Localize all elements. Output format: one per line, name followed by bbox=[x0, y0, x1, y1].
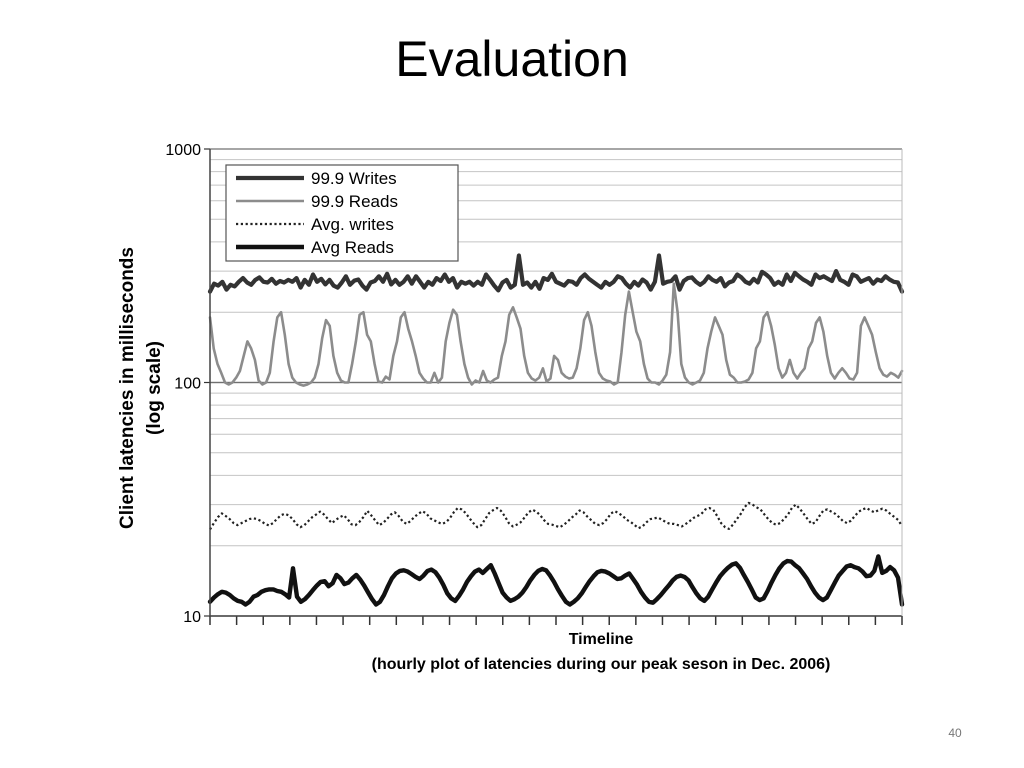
slide-title: Evaluation bbox=[395, 31, 629, 87]
legend-label: 99.9 Writes bbox=[311, 169, 397, 188]
series-line-3 bbox=[207, 554, 905, 607]
y-tick-labels: 10 100 1000 bbox=[165, 142, 210, 626]
y-tick-label: 10 bbox=[183, 609, 201, 626]
y-axis-sublabel: (log scale) bbox=[144, 341, 165, 435]
legend-label: Avg Reads bbox=[311, 238, 394, 257]
axis-labels: Client latencies in milliseconds (log sc… bbox=[117, 247, 830, 673]
y-axis-label: Client latencies in milliseconds bbox=[117, 247, 138, 529]
axes bbox=[209, 149, 903, 617]
series-line-1 bbox=[208, 282, 904, 387]
y-tick-label: 1000 bbox=[165, 142, 201, 159]
x-ticks bbox=[209, 616, 903, 625]
grid-lines bbox=[210, 148, 902, 617]
x-axis-sublabel: (hourly plot of latencies during our pea… bbox=[372, 656, 831, 673]
x-axis-label: Timeline bbox=[569, 631, 634, 648]
series-lines bbox=[207, 253, 905, 607]
slide-number: 40 bbox=[948, 726, 962, 740]
legend-label: Avg. writes bbox=[311, 215, 394, 234]
legend: 99.9 Writes 99.9 Reads Avg. writes Avg Read… bbox=[225, 164, 459, 262]
y-tick-label: 100 bbox=[174, 376, 201, 393]
legend-label: 99.9 Reads bbox=[311, 192, 398, 211]
series-line-0 bbox=[207, 253, 905, 294]
